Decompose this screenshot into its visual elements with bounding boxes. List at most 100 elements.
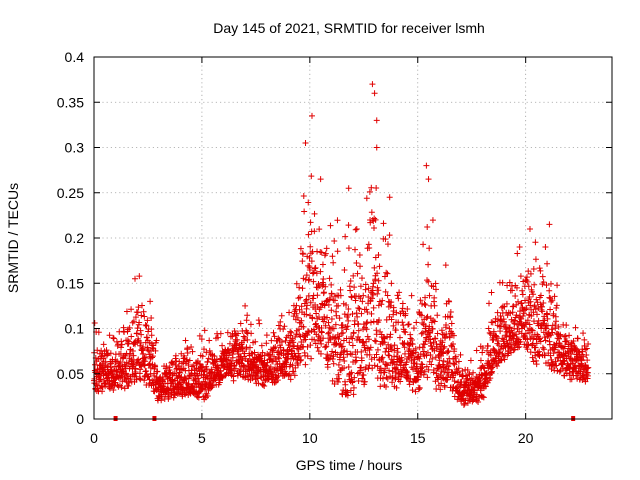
data-point: [290, 368, 297, 375]
data-point: [344, 323, 351, 330]
data-point: [363, 320, 370, 327]
x-tick-labels: 0 5 10 15 20: [90, 430, 534, 446]
data-point: [513, 331, 520, 338]
data-point: [560, 357, 567, 364]
data-point: [195, 394, 202, 401]
data-point: [141, 377, 148, 384]
data-point: [357, 263, 364, 270]
data-point: [520, 310, 527, 317]
data-point: [288, 329, 295, 336]
data-point: [302, 139, 309, 146]
data-point: [343, 302, 350, 309]
data-point: [503, 300, 510, 307]
data-point: [273, 358, 280, 365]
data-point: [517, 338, 524, 345]
data-point: [310, 278, 317, 285]
data-point: [366, 351, 373, 358]
data-point: [530, 265, 537, 272]
data-point: [355, 377, 362, 384]
data-point: [334, 248, 341, 255]
data-point: [169, 360, 176, 367]
data-point: [412, 349, 419, 356]
data-point: [270, 329, 277, 336]
data-point: [141, 354, 148, 361]
data-point: [377, 383, 384, 390]
data-point: [531, 281, 538, 288]
data-point: [533, 357, 540, 364]
data-point: [303, 302, 310, 309]
data-point: [432, 280, 439, 287]
data-point: [268, 337, 275, 344]
data-point: [132, 365, 139, 372]
data-point: [242, 302, 249, 309]
data-point: [325, 319, 332, 326]
data-point: [107, 350, 114, 357]
data-point: [354, 370, 361, 377]
data-point: [470, 369, 477, 376]
data-point: [554, 282, 561, 289]
data-point: [411, 356, 418, 363]
data-point: [403, 368, 410, 375]
data-point: [356, 337, 363, 344]
data-point: [441, 369, 448, 376]
data-point: [432, 335, 439, 342]
data-point: [146, 360, 153, 367]
data-point: [367, 319, 374, 326]
data-point: [371, 264, 378, 271]
data-point: [368, 310, 375, 317]
data-point: [509, 287, 516, 294]
data-point: [351, 317, 358, 324]
data-point: [325, 301, 332, 308]
data-point: [355, 304, 362, 311]
data-point: [580, 330, 587, 337]
data-point: [506, 324, 513, 331]
data-point: [390, 304, 397, 311]
data-point: [277, 318, 284, 325]
data-point: [557, 332, 564, 339]
data-point: [351, 284, 358, 291]
data-point: [477, 377, 484, 384]
data-point: [572, 365, 579, 372]
data-point: [420, 371, 427, 378]
data-point: [342, 233, 349, 240]
data-point: [307, 243, 314, 250]
data-point: [440, 350, 447, 357]
y-tick-label: 0.4: [65, 49, 85, 65]
data-point: [386, 334, 393, 341]
data-point: [544, 260, 551, 267]
data-point: [541, 352, 548, 359]
data-point: [144, 334, 151, 341]
data-point: [275, 322, 282, 329]
data-point: [336, 315, 343, 322]
data-point: [137, 366, 144, 373]
data-point: [341, 365, 348, 372]
data-point: [306, 276, 313, 283]
data-point: [318, 329, 325, 336]
data-point: [352, 246, 359, 253]
data-point: [409, 341, 416, 348]
data-point: [339, 343, 346, 350]
data-point: [307, 342, 314, 349]
data-point: [403, 359, 410, 366]
data-point: [420, 241, 427, 248]
data-point: [308, 258, 315, 265]
y-tick-label: 0.1: [65, 321, 85, 337]
data-point: [217, 368, 224, 375]
data-point: [196, 332, 203, 339]
data-point: [208, 383, 215, 390]
data-point: [95, 356, 102, 363]
data-point: [286, 309, 293, 316]
data-point: [457, 351, 464, 358]
data-point: [484, 347, 491, 354]
data-point: [392, 369, 399, 376]
data-point: [340, 354, 347, 361]
data-point: [349, 379, 356, 386]
data-point: [263, 362, 270, 369]
data-point: [515, 298, 522, 305]
data-point: [385, 298, 392, 305]
data-point: [396, 334, 403, 341]
data-point: [398, 357, 405, 364]
x-tick-label: 0: [90, 430, 98, 446]
data-point: [123, 308, 130, 315]
data-point: [405, 321, 412, 328]
